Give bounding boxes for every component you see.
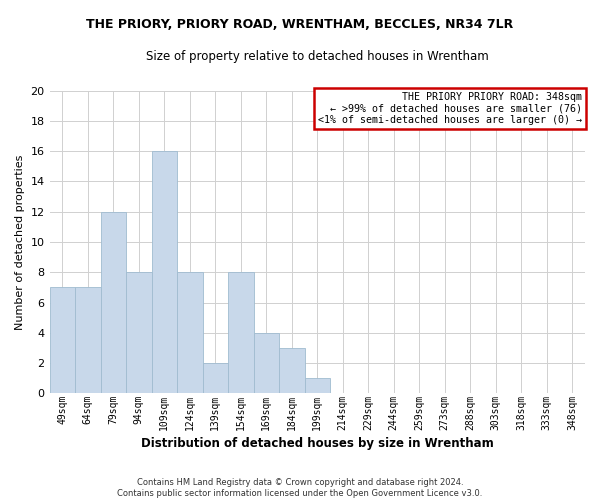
Bar	[203, 363, 228, 394]
Bar	[126, 272, 152, 394]
Text: THE PRIORY PRIORY ROAD: 348sqm
← >99% of detached houses are smaller (76)
<1% of: THE PRIORY PRIORY ROAD: 348sqm ← >99% of…	[319, 92, 583, 126]
X-axis label: Distribution of detached houses by size in Wrentham: Distribution of detached houses by size …	[141, 437, 494, 450]
Bar	[228, 272, 254, 394]
Bar	[152, 151, 177, 394]
Text: THE PRIORY, PRIORY ROAD, WRENTHAM, BECCLES, NR34 7LR: THE PRIORY, PRIORY ROAD, WRENTHAM, BECCL…	[86, 18, 514, 30]
Bar	[305, 378, 330, 394]
Bar	[254, 333, 279, 394]
Bar	[50, 288, 75, 394]
Y-axis label: Number of detached properties: Number of detached properties	[15, 154, 25, 330]
Title: Size of property relative to detached houses in Wrentham: Size of property relative to detached ho…	[146, 50, 488, 63]
Text: Contains HM Land Registry data © Crown copyright and database right 2024.
Contai: Contains HM Land Registry data © Crown c…	[118, 478, 482, 498]
Bar	[279, 348, 305, 394]
Bar	[177, 272, 203, 394]
Bar	[101, 212, 126, 394]
Bar	[75, 288, 101, 394]
